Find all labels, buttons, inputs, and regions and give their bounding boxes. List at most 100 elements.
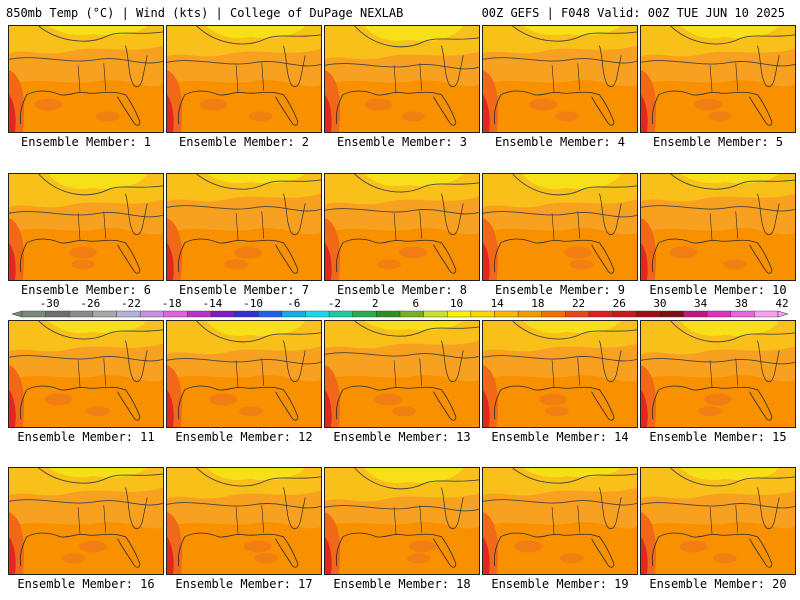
scale-tick-label: 18 (531, 297, 544, 310)
scale-color-box (210, 310, 235, 318)
scale-color-box (187, 310, 212, 318)
temperature-map (167, 321, 321, 427)
ensemble-member-label: Ensemble Member: 1 (20, 135, 152, 149)
ensemble-member-map (324, 467, 480, 575)
ensemble-member-map (8, 25, 164, 133)
scale-tick-label: 2 (372, 297, 379, 310)
ensemble-member-map (8, 320, 164, 428)
scale-tick-label: 10 (450, 297, 463, 310)
temperature-map (483, 26, 637, 132)
ensemble-member-map (324, 320, 480, 428)
scale-color-box (470, 310, 495, 318)
ensemble-member-map (482, 467, 638, 575)
ensemble-member-label: Ensemble Member: 13 (333, 430, 471, 444)
scale-color-box (45, 310, 70, 318)
scale-color-box (376, 310, 401, 318)
ensemble-member-label: Ensemble Member: 8 (336, 283, 468, 297)
scale-color-box (423, 310, 448, 318)
scale-color-box (116, 310, 141, 318)
scale-color-box (21, 310, 46, 318)
scale-tick-label: -2 (328, 297, 341, 310)
ensemble-member-map (324, 25, 480, 133)
ensemble-member-label: Ensemble Member: 5 (652, 135, 784, 149)
scale-color-box (683, 310, 708, 318)
temperature-map (9, 468, 163, 574)
ensemble-member-map (640, 467, 796, 575)
ensemble-member-map (166, 467, 322, 575)
temperature-map (325, 321, 479, 427)
scale-tick-label: 26 (613, 297, 626, 310)
ensemble-member-label: Ensemble Member: 11 (17, 430, 155, 444)
ensemble-member-label: Ensemble Member: 4 (494, 135, 626, 149)
scale-color-box (352, 310, 377, 318)
ensemble-member-label: Ensemble Member: 18 (333, 577, 471, 591)
scale-color-box (234, 310, 259, 318)
scale-arrow-left (12, 310, 23, 318)
ensemble-member-map (8, 173, 164, 281)
ensemble-member-label: Ensemble Member: 6 (20, 283, 152, 297)
scale-color-box (258, 310, 283, 318)
scale-color-box (399, 310, 424, 318)
model-run-info: 00Z GEFS | F048 Valid: 00Z TUE JUN 10 20… (481, 6, 785, 20)
ensemble-member-map (166, 173, 322, 281)
scale-color-box (706, 310, 731, 318)
ensemble-member-label: Ensemble Member: 9 (494, 283, 626, 297)
temperature-map (641, 321, 795, 427)
scale-color-box (541, 310, 566, 318)
ensemble-member-map (8, 467, 164, 575)
ensemble-member-map (166, 25, 322, 133)
temperature-map (325, 174, 479, 280)
scale-arrow-right (777, 310, 788, 318)
scale-color-box (163, 310, 188, 318)
ensemble-member-label: Ensemble Member: 16 (17, 577, 155, 591)
scale-color-box (69, 310, 94, 318)
scale-tick-label: -14 (202, 297, 222, 310)
temperature-map (167, 174, 321, 280)
scale-color-box (517, 310, 542, 318)
scale-tick-label: 22 (572, 297, 585, 310)
temperature-map (167, 468, 321, 574)
scale-color-box (754, 310, 779, 318)
scale-color-box (447, 310, 472, 318)
scale-color-box (730, 310, 755, 318)
ensemble-member-label: Ensemble Member: 10 (649, 283, 787, 297)
ensemble-member-map (324, 173, 480, 281)
temperature-map (483, 468, 637, 574)
scale-color-box (659, 310, 684, 318)
temperature-map (325, 26, 479, 132)
scale-color-box (281, 310, 306, 318)
scale-tick-label: -6 (287, 297, 300, 310)
ensemble-member-label: Ensemble Member: 3 (336, 135, 468, 149)
scale-color-box (565, 310, 590, 318)
scale-tick-label: 42 (775, 297, 788, 310)
ensemble-member-label: Ensemble Member: 15 (649, 430, 787, 444)
ensemble-member-label: Ensemble Member: 19 (491, 577, 629, 591)
ensemble-member-label: Ensemble Member: 2 (178, 135, 310, 149)
ensemble-member-map (640, 173, 796, 281)
scale-tick-label: -26 (80, 297, 100, 310)
scale-tick-label: 34 (694, 297, 708, 310)
ensemble-member-label: Ensemble Member: 20 (649, 577, 787, 591)
map-title: 850mb Temp (°C) | Wind (kts) | College o… (6, 6, 404, 20)
ensemble-member-map (166, 320, 322, 428)
temperature-map (9, 321, 163, 427)
temperature-map (9, 174, 163, 280)
ensemble-member-label: Ensemble Member: 12 (175, 430, 313, 444)
ensemble-member-map (640, 25, 796, 133)
scale-tick-label: -10 (243, 297, 263, 310)
scale-tick-label: 14 (491, 297, 505, 310)
ensemble-member-label: Ensemble Member: 7 (178, 283, 310, 297)
scale-tick-label: 6 (413, 297, 420, 310)
temperature-map (483, 321, 637, 427)
scale-tick-label: -22 (121, 297, 141, 310)
temperature-map (167, 26, 321, 132)
scale-color-box (92, 310, 117, 318)
temperature-color-scale: -30 -26 -22 -18 -14 -10 -6 -2 2 6 10 14 18 22 26 30 34 38… (12, 297, 788, 321)
ensemble-member-label: Ensemble Member: 14 (491, 430, 629, 444)
temperature-map (9, 26, 163, 132)
ensemble-member-map (482, 320, 638, 428)
scale-color-box (588, 310, 613, 318)
scale-tick-label: 30 (653, 297, 666, 310)
scale-color-box (305, 310, 330, 318)
scale-tick-label: -30 (40, 297, 60, 310)
